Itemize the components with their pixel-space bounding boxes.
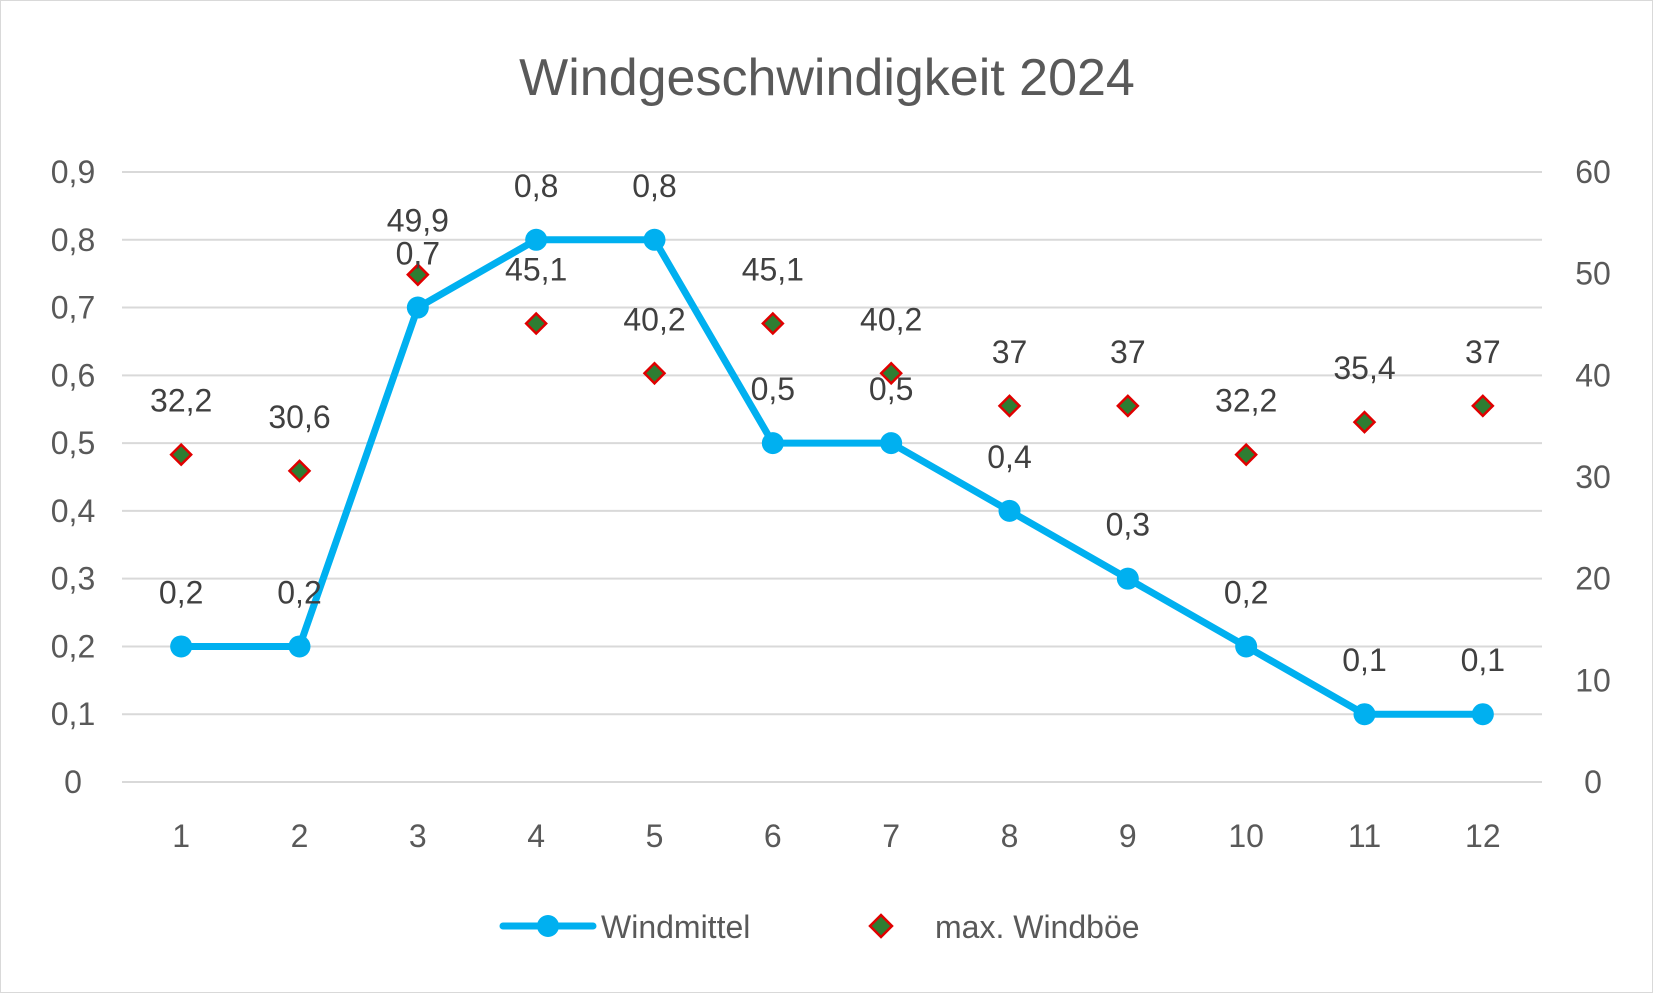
windmittel-data-label: 0,2 xyxy=(277,574,321,610)
chart-title: Windgeschwindigkeit 2024 xyxy=(519,49,1135,107)
windboe-data-label: 37 xyxy=(1110,334,1146,370)
left-tick-label: 0 xyxy=(64,764,82,800)
right-tick-label: 0 xyxy=(1584,764,1602,800)
data-labels: 0,2 0,2 0,7 0,8 0,8 0,5 0,5 0,4 0,3 0,2 0,1 0,1 32,2… xyxy=(150,168,1505,678)
windmittel-data-label: 0,1 xyxy=(1342,642,1386,678)
windmittel-point xyxy=(761,432,784,455)
x-tick-label: 6 xyxy=(764,818,782,854)
windboe-point xyxy=(169,442,193,467)
left-axis: 0 0,1 0,2 0,3 0,4 0,5 0,6 0,7 0,8 0,9 xyxy=(51,154,95,800)
legend: Windmittel max. Windböe xyxy=(499,909,1140,945)
windboe-data-label: 45,1 xyxy=(505,251,567,287)
left-tick-label: 0,7 xyxy=(51,290,95,326)
windmittel-data-label: 0,7 xyxy=(396,236,440,272)
windboe-data-label: 30,6 xyxy=(268,399,330,435)
right-tick-label: 40 xyxy=(1575,357,1611,393)
windboe-data-label: 32,2 xyxy=(1215,383,1277,419)
x-tick-label: 3 xyxy=(409,818,427,854)
windmittel-point xyxy=(525,228,548,251)
windboe-point xyxy=(997,394,1022,418)
left-tick-label: 0,2 xyxy=(51,628,95,664)
windboe-data-label: 35,4 xyxy=(1333,350,1395,386)
legend-windmittel-marker xyxy=(537,915,559,937)
windmittel-point xyxy=(288,635,311,658)
windboe-point xyxy=(287,459,312,483)
left-tick-label: 0,4 xyxy=(51,493,95,529)
x-tick-label: 4 xyxy=(527,818,545,854)
right-tick-label: 20 xyxy=(1575,561,1611,597)
windmittel-data-label: 0,5 xyxy=(751,371,795,407)
x-axis: 1 2 3 4 5 6 7 8 9 10 11 12 xyxy=(172,818,1500,854)
windmittel-data-label: 0,3 xyxy=(1106,507,1150,543)
left-tick-label: 0,5 xyxy=(51,425,95,461)
windmittel-line xyxy=(177,236,1487,718)
x-tick-label: 11 xyxy=(1348,818,1381,854)
windmittel-point xyxy=(880,432,903,455)
right-tick-label: 50 xyxy=(1575,256,1611,292)
left-tick-label: 0,3 xyxy=(51,561,95,597)
windmittel-point xyxy=(406,296,429,319)
windboe-point xyxy=(761,311,785,336)
legend-windboe-marker xyxy=(868,913,894,939)
windboe-data-label: 40,2 xyxy=(860,301,922,337)
x-tick-label: 2 xyxy=(291,818,309,854)
windmittel-data-label: 0,4 xyxy=(987,439,1031,475)
legend-windboe-label: max. Windböe xyxy=(935,909,1140,945)
x-tick-label: 5 xyxy=(646,818,664,854)
left-tick-label: 0,1 xyxy=(51,696,95,732)
x-tick-label: 9 xyxy=(1119,818,1137,854)
windmittel-point xyxy=(1116,567,1139,590)
right-tick-label: 30 xyxy=(1575,459,1611,495)
right-tick-label: 10 xyxy=(1575,662,1611,698)
windboe-data-label: 37 xyxy=(992,334,1028,370)
windboe-point xyxy=(1234,442,1258,467)
windmittel-point xyxy=(998,499,1021,522)
right-axis: 0 10 20 30 40 50 60 xyxy=(1575,154,1611,800)
x-tick-label: 8 xyxy=(1001,818,1019,854)
windboe-data-label: 45,1 xyxy=(742,251,804,287)
windboe-point xyxy=(1352,410,1377,434)
windboe-point xyxy=(1471,394,1495,418)
right-tick-label: 60 xyxy=(1575,154,1611,190)
left-tick-label: 0,9 xyxy=(51,154,95,190)
left-tick-label: 0,6 xyxy=(51,357,95,393)
windboe-point xyxy=(1116,394,1140,418)
windmittel-data-label: 0,8 xyxy=(514,168,558,204)
windmittel-series xyxy=(170,228,1494,726)
windboe-data-label: 40,2 xyxy=(623,301,685,337)
windmittel-point xyxy=(170,635,193,658)
windboe-data-label: 37 xyxy=(1465,334,1501,370)
left-tick-label: 0,8 xyxy=(51,222,95,258)
windboe-data-label: 32,2 xyxy=(150,383,212,419)
windboe-point xyxy=(524,311,548,336)
windmittel-point xyxy=(1235,635,1258,658)
windboe-data-label: 49,9 xyxy=(387,203,449,239)
windmittel-data-label: 0,2 xyxy=(159,574,203,610)
windboe-point xyxy=(879,361,903,386)
windmittel-data-label: 0,5 xyxy=(869,371,913,407)
windmittel-data-label: 0,8 xyxy=(632,168,676,204)
windboe-point xyxy=(642,361,667,386)
windboe-point xyxy=(406,262,430,287)
windboe-series xyxy=(169,262,1495,483)
legend-windmittel-label: Windmittel xyxy=(601,909,750,945)
x-tick-label: 12 xyxy=(1465,818,1501,854)
windmittel-point xyxy=(1353,703,1376,726)
x-tick-label: 10 xyxy=(1228,818,1264,854)
windmittel-data-label: 0,1 xyxy=(1461,642,1505,678)
windmittel-data-label: 0,2 xyxy=(1224,574,1268,610)
x-tick-label: 7 xyxy=(882,818,900,854)
windmittel-point xyxy=(643,228,666,251)
windmittel-point xyxy=(1471,703,1494,726)
x-tick-label: 1 xyxy=(172,818,190,854)
